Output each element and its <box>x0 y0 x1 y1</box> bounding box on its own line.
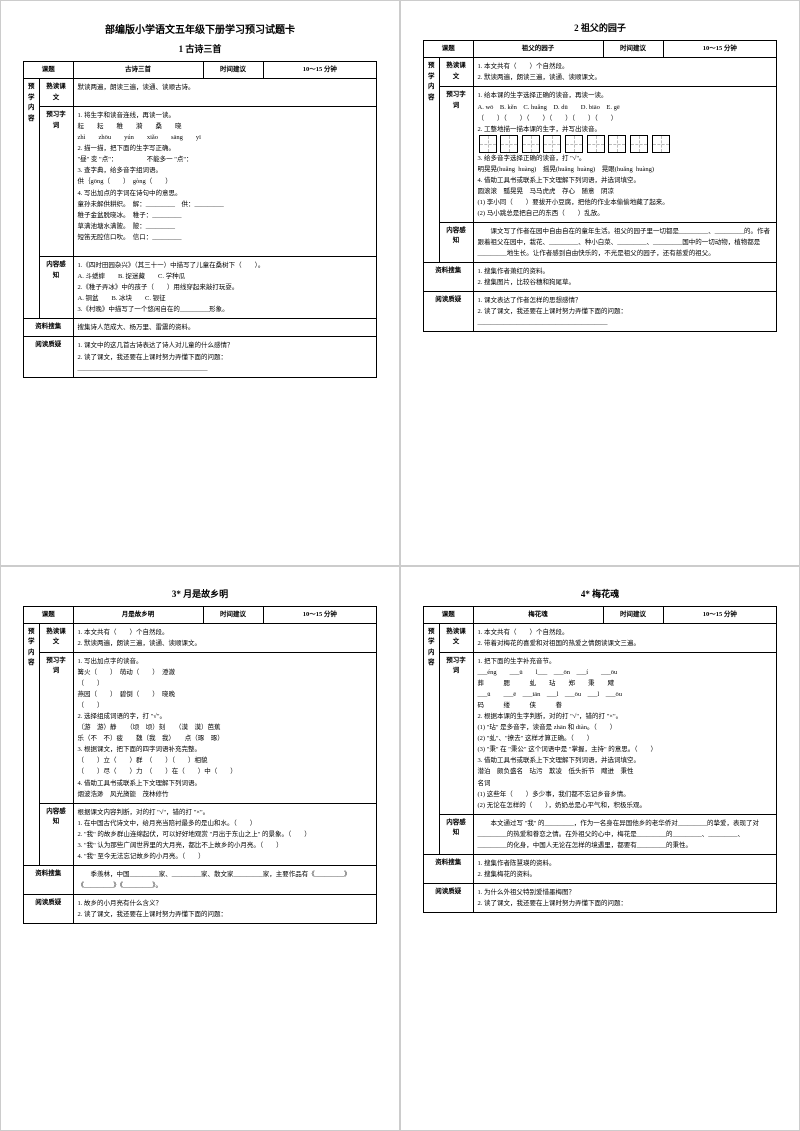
page-2: 2 祖父的园子 课题 祖父的园子 时间建议 10～15 分钟 预学内容 熟读课文… <box>400 0 800 566</box>
question-label: 阅读质疑 <box>24 894 74 923</box>
words-label: 预习字词 <box>439 87 473 222</box>
worksheet-4: 课题 梅花魂 时间建议 10～15 分钟 预学内容 熟读课文 1. 本文共有（ … <box>423 606 777 913</box>
sense-content: 根据课文内容判断，对的打 "√"，错的打 "×"。 1. 在中国古代诗文中，给月… <box>73 803 377 865</box>
subtitle-4: 4* 梅花魂 <box>423 587 777 600</box>
worksheet-1: 课题 古诗三首 时间建议 10～15 分钟 预学内容 熟读课文 默读两遍，朗读三… <box>23 61 377 378</box>
char-box <box>608 135 626 153</box>
time-label: 时间建议 <box>203 62 263 79</box>
question-content: 1. 故乡的小月亮有什么含义？ 2. 读了课文，我还要在上课时努力弄懂下面的问题… <box>73 894 377 923</box>
subtitle-3: 3* 月是故乡明 <box>23 587 377 600</box>
read-label: 熟读课文 <box>39 79 73 107</box>
char-box <box>565 135 583 153</box>
time-value: 10～15 分钟 <box>263 606 377 623</box>
subtitle-2: 2 祖父的园子 <box>423 21 777 34</box>
char-box <box>652 135 670 153</box>
words-content: 1. 将生字和读音连线，再读一读。 耘 耘 稚 漪 桑 晓 zhì zhōu y… <box>73 107 377 257</box>
collect-content: 季羡林，中国_________家、_________家、散文家_________… <box>73 865 377 894</box>
read-label: 熟读课文 <box>439 623 473 652</box>
topic-value: 梅花魂 <box>473 606 603 623</box>
topic-label: 课题 <box>24 62 74 79</box>
question-content: 1. 为什么外祖父特别爱惜墨梅图？ 2. 读了课文，我还要在上课时努力弄懂下面的… <box>473 883 777 912</box>
topic-value: 祖父的园子 <box>473 41 603 58</box>
collect-content: 搜集诗人范成大、杨万里、雷震的资料。 <box>73 319 377 337</box>
side-label: 预学内容 <box>24 623 40 865</box>
char-box <box>543 135 561 153</box>
words-content: 1. 把下面的生字补充音节。 ___éng ___ū l___ ___ōn __… <box>473 652 777 814</box>
collect-content: 1. 搜集作者萧红的资料。 2. 搜集图片，比较谷穗和狗尾草。 <box>473 263 777 292</box>
question-label: 阅读质疑 <box>424 883 474 912</box>
char-box <box>500 135 518 153</box>
read-label: 熟读课文 <box>439 58 473 87</box>
sense-label: 内容感知 <box>439 222 473 262</box>
time-label: 时间建议 <box>203 606 263 623</box>
topic-value: 月是故乡明 <box>73 606 203 623</box>
time-value: 10～15 分钟 <box>263 62 377 79</box>
sense-content: 课文写了作者在园中自由自在的童年生活。祖父的园子里一切都是_________、_… <box>473 222 777 262</box>
words-label: 预习字词 <box>39 107 73 257</box>
sense-label: 内容感知 <box>39 257 73 319</box>
words-content: 1. 写出加点字的读音。 篝火（ ） 萌动（ ） 澄澈 （ ） 燕园（ ） 碧倒… <box>73 652 377 803</box>
read-content: 1. 本文共有（ ）个自然段。 2. 默读两遍，朗读三遍，读通、读顺课文。 <box>473 58 777 87</box>
sense-label: 内容感知 <box>439 814 473 854</box>
read-content: 默读两遍，朗读三遍，读通、读顺古诗。 <box>73 79 377 107</box>
words-label: 预习字词 <box>39 652 73 803</box>
topic-label: 课题 <box>424 606 474 623</box>
worksheet-3: 课题 月是故乡明 时间建议 10～15 分钟 预学内容 熟读课文 1. 本文共有… <box>23 606 377 925</box>
main-title: 部编版小学语文五年级下册学习预习试题卡 <box>23 21 377 36</box>
time-value: 10～15 分钟 <box>663 41 777 58</box>
topic-label: 课题 <box>24 606 74 623</box>
collect-label: 资料搜集 <box>424 854 474 883</box>
sense-label: 内容感知 <box>39 803 73 865</box>
read-content: 1. 本文共有（ ）个自然段。 2. 默读两遍，朗读三遍，读通、读顺课文。 <box>73 623 377 652</box>
time-value: 10～15 分钟 <box>663 606 777 623</box>
char-box-row <box>478 135 773 153</box>
topic-label: 课题 <box>424 41 474 58</box>
topic-value: 古诗三首 <box>73 62 203 79</box>
collect-label: 资料搜集 <box>24 319 74 337</box>
read-label: 熟读课文 <box>39 623 73 652</box>
question-label: 阅读质疑 <box>424 292 474 332</box>
subtitle-1: 1 古诗三首 <box>23 42 377 55</box>
page-3: 3* 月是故乡明 课题 月是故乡明 时间建议 10～15 分钟 预学内容 熟读课… <box>0 566 400 1131</box>
words-text-2: 3. 给多音字选择正确的读音，打 "√"。 明晃晃(huǎng huàng) 摇… <box>478 153 773 219</box>
read-content: 1. 本文共有（ ）个自然段。 2. 带着对梅花的喜爱和对祖国的热爱之情朗读课文… <box>473 623 777 652</box>
sense-content: 本文通过写 "我" 的_________，作为一名身在异国他乡的老华侨对____… <box>473 814 777 854</box>
collect-label: 资料搜集 <box>24 865 74 894</box>
sense-content: 1.《四时田园杂兴》（其三十一）中描写了儿童在桑树下（ ）。 A. 斗蟋蟀 B.… <box>73 257 377 319</box>
time-label: 时间建议 <box>603 41 663 58</box>
side-label: 预学内容 <box>424 623 440 854</box>
page-1: 部编版小学语文五年级下册学习预习试题卡 1 古诗三首 课题 古诗三首 时间建议 … <box>0 0 400 566</box>
char-box <box>630 135 648 153</box>
words-text-1: 1. 给本课的生字选择正确的读音，再读一读。 A. wō B. kěn C. h… <box>478 90 773 134</box>
collect-label: 资料搜集 <box>424 263 474 292</box>
char-box <box>522 135 540 153</box>
char-box <box>479 135 497 153</box>
question-content: 1. 课文中的这几首古诗表达了诗人对儿童的什么感情？ 2. 读了课文，我还要在上… <box>73 337 377 377</box>
words-label: 预习字词 <box>439 652 473 814</box>
collect-content: 1. 搜集作者陈慧瑛的资料。 2. 搜集梅花的资料。 <box>473 854 777 883</box>
char-box <box>587 135 605 153</box>
question-label: 阅读质疑 <box>24 337 74 377</box>
side-label: 预学内容 <box>424 58 440 263</box>
time-label: 时间建议 <box>603 606 663 623</box>
side-label: 预学内容 <box>24 79 40 319</box>
words-content: 1. 给本课的生字选择正确的读音，再读一读。 A. wō B. kěn C. h… <box>473 87 777 222</box>
question-content: 1. 课文表达了作者怎样的思想感情？ 2. 读了课文，我还要在上课时努力弄懂下面… <box>473 292 777 332</box>
worksheet-2: 课题 祖父的园子 时间建议 10～15 分钟 预学内容 熟读课文 1. 本文共有… <box>423 40 777 332</box>
page-4: 4* 梅花魂 课题 梅花魂 时间建议 10～15 分钟 预学内容 熟读课文 1.… <box>400 566 800 1131</box>
